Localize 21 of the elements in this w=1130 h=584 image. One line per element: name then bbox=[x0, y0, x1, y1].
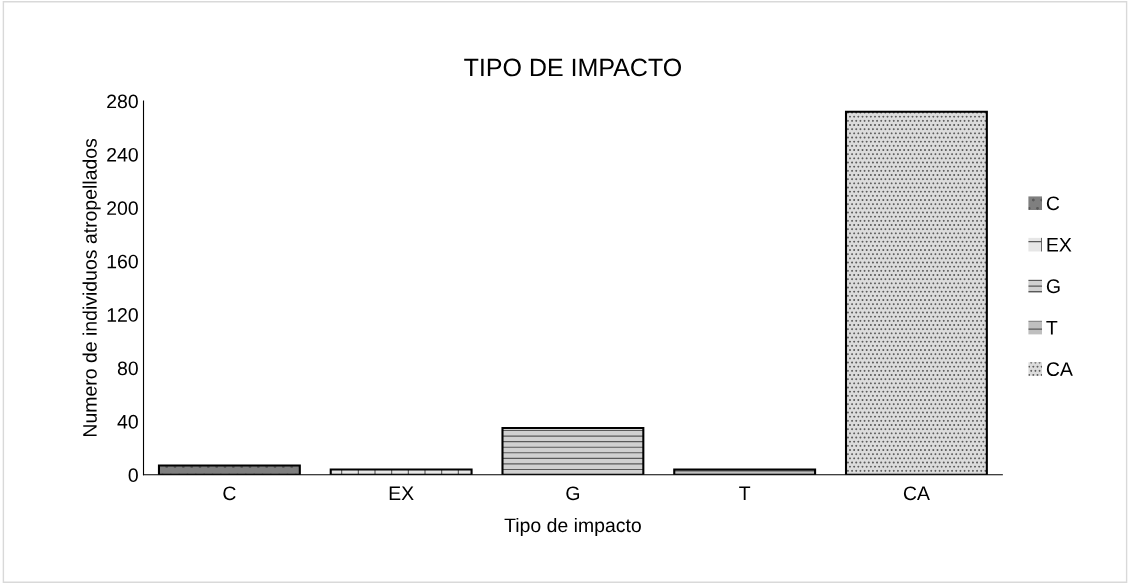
x-tick-label: EX bbox=[389, 486, 414, 500]
y-tick-label: 0 bbox=[128, 468, 138, 483]
x-tick-label: T bbox=[739, 486, 751, 500]
y-tick-label: 40 bbox=[117, 414, 138, 429]
y-axis-title: Numero de individuos atropellados bbox=[82, 138, 101, 437]
x-tick-label: CA bbox=[903, 486, 930, 501]
y-tick-label: 200 bbox=[107, 201, 138, 216]
legend-label: G bbox=[1046, 279, 1060, 294]
x-tick-label: C bbox=[223, 486, 236, 501]
x-tick-label: G bbox=[566, 486, 580, 501]
y-tick-label: 160 bbox=[107, 254, 138, 269]
legend-label: EX bbox=[1047, 238, 1072, 252]
y-tick-label: 240 bbox=[107, 147, 138, 162]
legend-label: CA bbox=[1046, 362, 1073, 377]
legend-label: C bbox=[1046, 196, 1060, 211]
y-tick-label: 280 bbox=[107, 94, 138, 109]
y-tick-label: 120 bbox=[107, 308, 138, 322]
legend-label: T bbox=[1046, 321, 1058, 335]
x-axis-title: Tipo de impacto bbox=[504, 517, 641, 537]
y-tick-label: 80 bbox=[117, 361, 138, 376]
chart-title: TIPO DE IMPACTO bbox=[464, 58, 681, 77]
